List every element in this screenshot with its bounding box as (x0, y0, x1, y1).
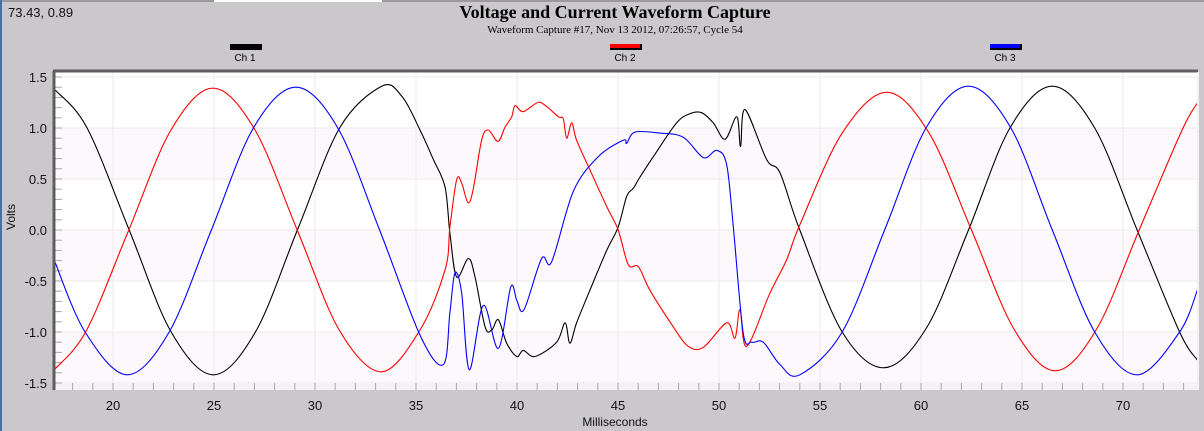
plot-band (55, 230, 1198, 281)
x-tick-label: 70 (1116, 398, 1130, 413)
x-tick-label: 60 (914, 398, 928, 413)
y-tick-label: -1.5 (25, 376, 47, 391)
legend-swatch-ch3 (990, 44, 1022, 50)
x-tick-label: 65 (1015, 398, 1029, 413)
legend-swatch-ch2 (610, 44, 642, 50)
x-tick-label: 55 (813, 398, 827, 413)
x-tick-label: 30 (308, 398, 322, 413)
series-line-ch1 (53, 83, 1199, 376)
x-tick-label: 45 (611, 398, 625, 413)
legend-label-ch3: Ch 3 (994, 53, 1016, 64)
cursor-readout: 73.43, 0.89 (8, 5, 74, 20)
x-tick-label: 50 (712, 398, 726, 413)
x-tick-label: 35 (409, 398, 423, 413)
y-tick-label: 1.0 (29, 121, 47, 136)
legend-label-ch1: Ch 1 (234, 53, 256, 64)
y-tick-label: -1.0 (25, 325, 47, 340)
x-tick-label: 20 (106, 398, 120, 413)
y-tick-label: -0.5 (25, 274, 47, 289)
x-tick-label: 25 (207, 398, 221, 413)
series-line-ch3 (53, 85, 1199, 377)
plot-band (55, 128, 1198, 179)
window-top-tab (214, 0, 382, 2)
chart-subtitle: Waveform Capture #17, Nov 13 2012, 07:26… (487, 24, 743, 36)
x-tick-band (55, 383, 1198, 390)
legend-label-ch2: Ch 2 (614, 53, 636, 64)
chart-title: Voltage and Current Waveform Capture (459, 2, 771, 22)
window-top-border (0, 0, 1204, 2)
y-tick-label: 1.5 (29, 70, 47, 85)
y-axis-label: Volts (4, 203, 19, 231)
series-line-ch2 (53, 87, 1199, 373)
legend-item-ch2[interactable]: Ch 2 (595, 44, 655, 64)
y-tick-label: 0.5 (29, 172, 47, 187)
y-tick-label: 0.0 (29, 223, 47, 238)
plot-band (55, 332, 1198, 383)
legend-item-ch1[interactable]: Ch 1 (215, 44, 275, 64)
legend-swatch-ch1 (230, 44, 262, 50)
legend-item-ch3[interactable]: Ch 3 (975, 44, 1035, 64)
x-axis-label: Milliseconds (582, 415, 648, 429)
window-left-border (0, 0, 2, 431)
x-tick-label: 40 (510, 398, 524, 413)
